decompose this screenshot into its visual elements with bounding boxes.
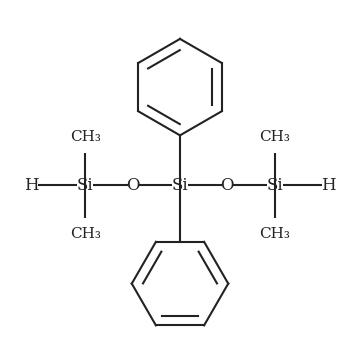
Text: O: O — [126, 177, 140, 194]
Text: Si: Si — [266, 177, 283, 194]
Text: O: O — [220, 177, 234, 194]
Text: H: H — [321, 177, 336, 194]
Text: CH₃: CH₃ — [259, 130, 290, 144]
Text: CH₃: CH₃ — [259, 226, 290, 240]
Text: CH₃: CH₃ — [70, 130, 101, 144]
Text: Si: Si — [77, 177, 94, 194]
Text: CH₃: CH₃ — [70, 226, 101, 240]
Text: H: H — [24, 177, 39, 194]
Text: Si: Si — [172, 177, 188, 194]
